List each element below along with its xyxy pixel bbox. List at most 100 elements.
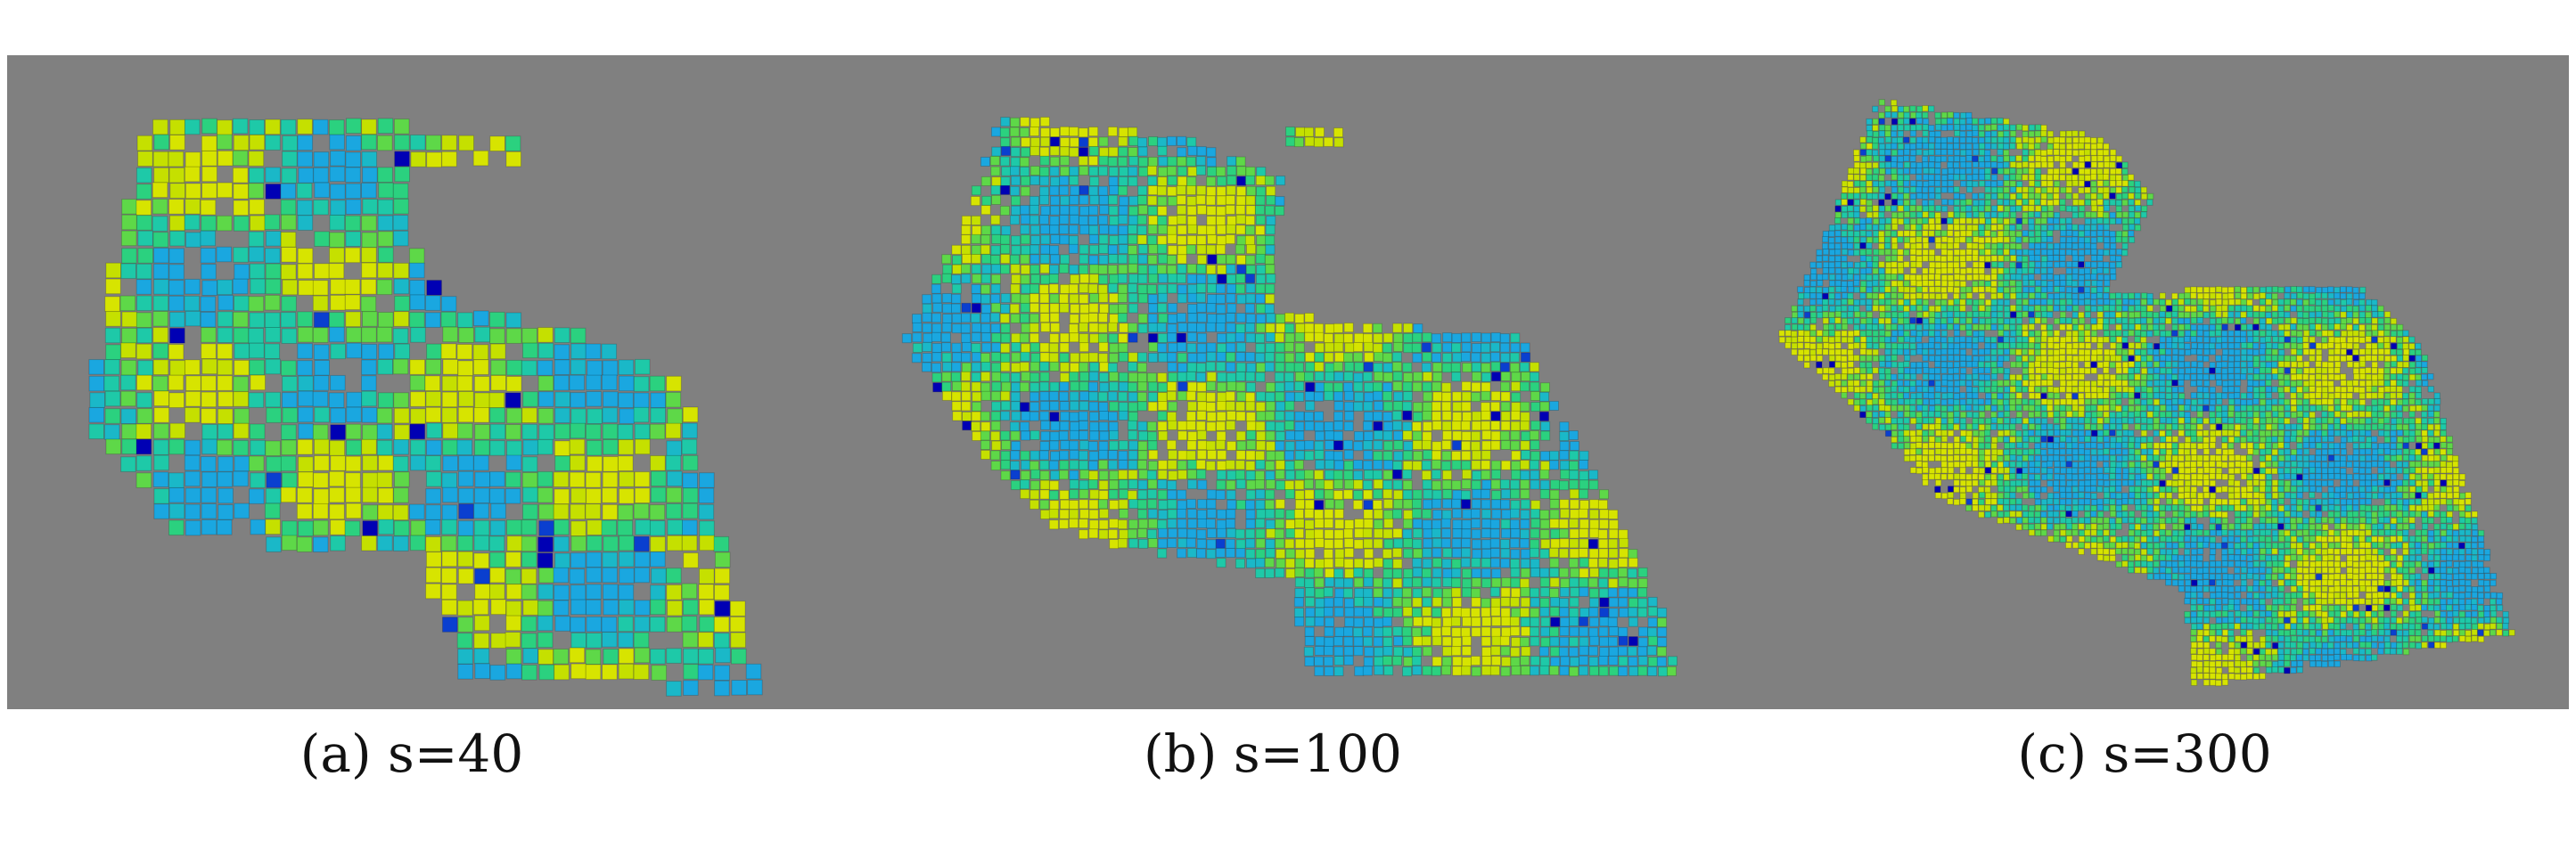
voxel (1421, 342, 1432, 353)
voxel (1859, 167, 1867, 175)
voxel (1441, 421, 1452, 431)
voxel (1520, 381, 1530, 392)
voxel (1403, 323, 1414, 333)
voxel (941, 323, 952, 333)
voxel (650, 649, 666, 665)
voxel (649, 617, 666, 633)
voxel (1559, 598, 1570, 609)
voxel (1909, 230, 1916, 237)
voxel (1011, 342, 1021, 353)
voxel (1490, 401, 1501, 412)
voxel (1264, 568, 1276, 579)
voxel (1217, 450, 1227, 461)
voxel (2340, 292, 2347, 300)
voxel (1284, 372, 1294, 382)
voxel (280, 199, 297, 216)
voxel (1521, 626, 1531, 637)
voxel (2240, 292, 2248, 300)
voxel (1021, 323, 1031, 333)
voxel (1897, 192, 1904, 200)
voxel (901, 333, 912, 344)
voxel (667, 535, 683, 551)
voxel (1934, 293, 1942, 300)
voxel (1177, 489, 1187, 500)
voxel (1909, 249, 1917, 256)
voxel (1079, 469, 1090, 479)
voxel (1225, 538, 1235, 549)
voxel (314, 438, 330, 455)
voxel (201, 471, 217, 487)
voxel (1841, 242, 1849, 249)
voxel (1841, 255, 1848, 262)
voxel (473, 487, 490, 504)
voxel (2071, 261, 2079, 268)
voxel (264, 294, 281, 311)
voxel (1109, 343, 1120, 354)
voxel (1978, 292, 1986, 300)
voxel (2359, 311, 2366, 319)
voxel (1353, 577, 1364, 588)
voxel (1196, 469, 1207, 479)
voxel (1401, 587, 1413, 598)
voxel (1530, 568, 1540, 578)
voxel (1560, 469, 1571, 479)
voxel (2134, 317, 2142, 325)
voxel (1127, 420, 1138, 430)
voxel (1255, 450, 1266, 461)
voxel (2090, 274, 2097, 281)
voxel (1382, 391, 1393, 402)
voxel (1070, 421, 1080, 431)
voxel (442, 422, 458, 439)
voxel (1393, 646, 1404, 657)
voxel (2009, 155, 2016, 162)
voxel (105, 311, 121, 327)
voxel (1481, 539, 1491, 550)
voxel (1099, 382, 1110, 393)
voxel (665, 422, 682, 439)
voxel (1539, 519, 1550, 529)
voxel (1185, 421, 1196, 431)
voxel (1177, 135, 1187, 146)
voxel (1029, 323, 1039, 333)
voxel (1859, 249, 1866, 257)
voxel (1039, 352, 1050, 363)
voxel (1984, 236, 1992, 244)
voxel (378, 519, 394, 535)
voxel (1001, 225, 1012, 236)
voxel (1922, 143, 1930, 150)
voxel (1128, 176, 1138, 187)
voxel (1157, 489, 1168, 500)
voxel (971, 381, 981, 392)
voxel (650, 392, 667, 409)
voxel (1207, 283, 1218, 294)
voxel (1363, 341, 1374, 352)
voxel (1373, 343, 1383, 354)
voxel (2103, 224, 2111, 231)
voxel (1324, 450, 1335, 461)
voxel (1984, 199, 1992, 207)
voxel (980, 372, 991, 382)
voxel (1891, 267, 1899, 275)
voxel (2078, 149, 2086, 157)
voxel (505, 600, 522, 617)
voxel (2084, 143, 2091, 150)
voxel (2159, 323, 2166, 331)
voxel (2359, 305, 2366, 312)
voxel (2096, 167, 2104, 176)
voxel (1195, 165, 1207, 176)
voxel (2040, 180, 2048, 187)
voxel (942, 362, 953, 372)
voxel (1916, 323, 1923, 331)
voxel (2284, 298, 2291, 306)
voxel (2071, 167, 2080, 176)
voxel (1568, 558, 1579, 568)
voxel (961, 362, 972, 372)
voxel (1196, 205, 1207, 216)
voxel (1953, 136, 1960, 144)
voxel (2290, 323, 2297, 331)
voxel (2071, 130, 2079, 137)
voxel (472, 344, 489, 360)
voxel (1822, 249, 1830, 256)
voxel (1972, 205, 1979, 213)
voxel (1196, 363, 1207, 373)
